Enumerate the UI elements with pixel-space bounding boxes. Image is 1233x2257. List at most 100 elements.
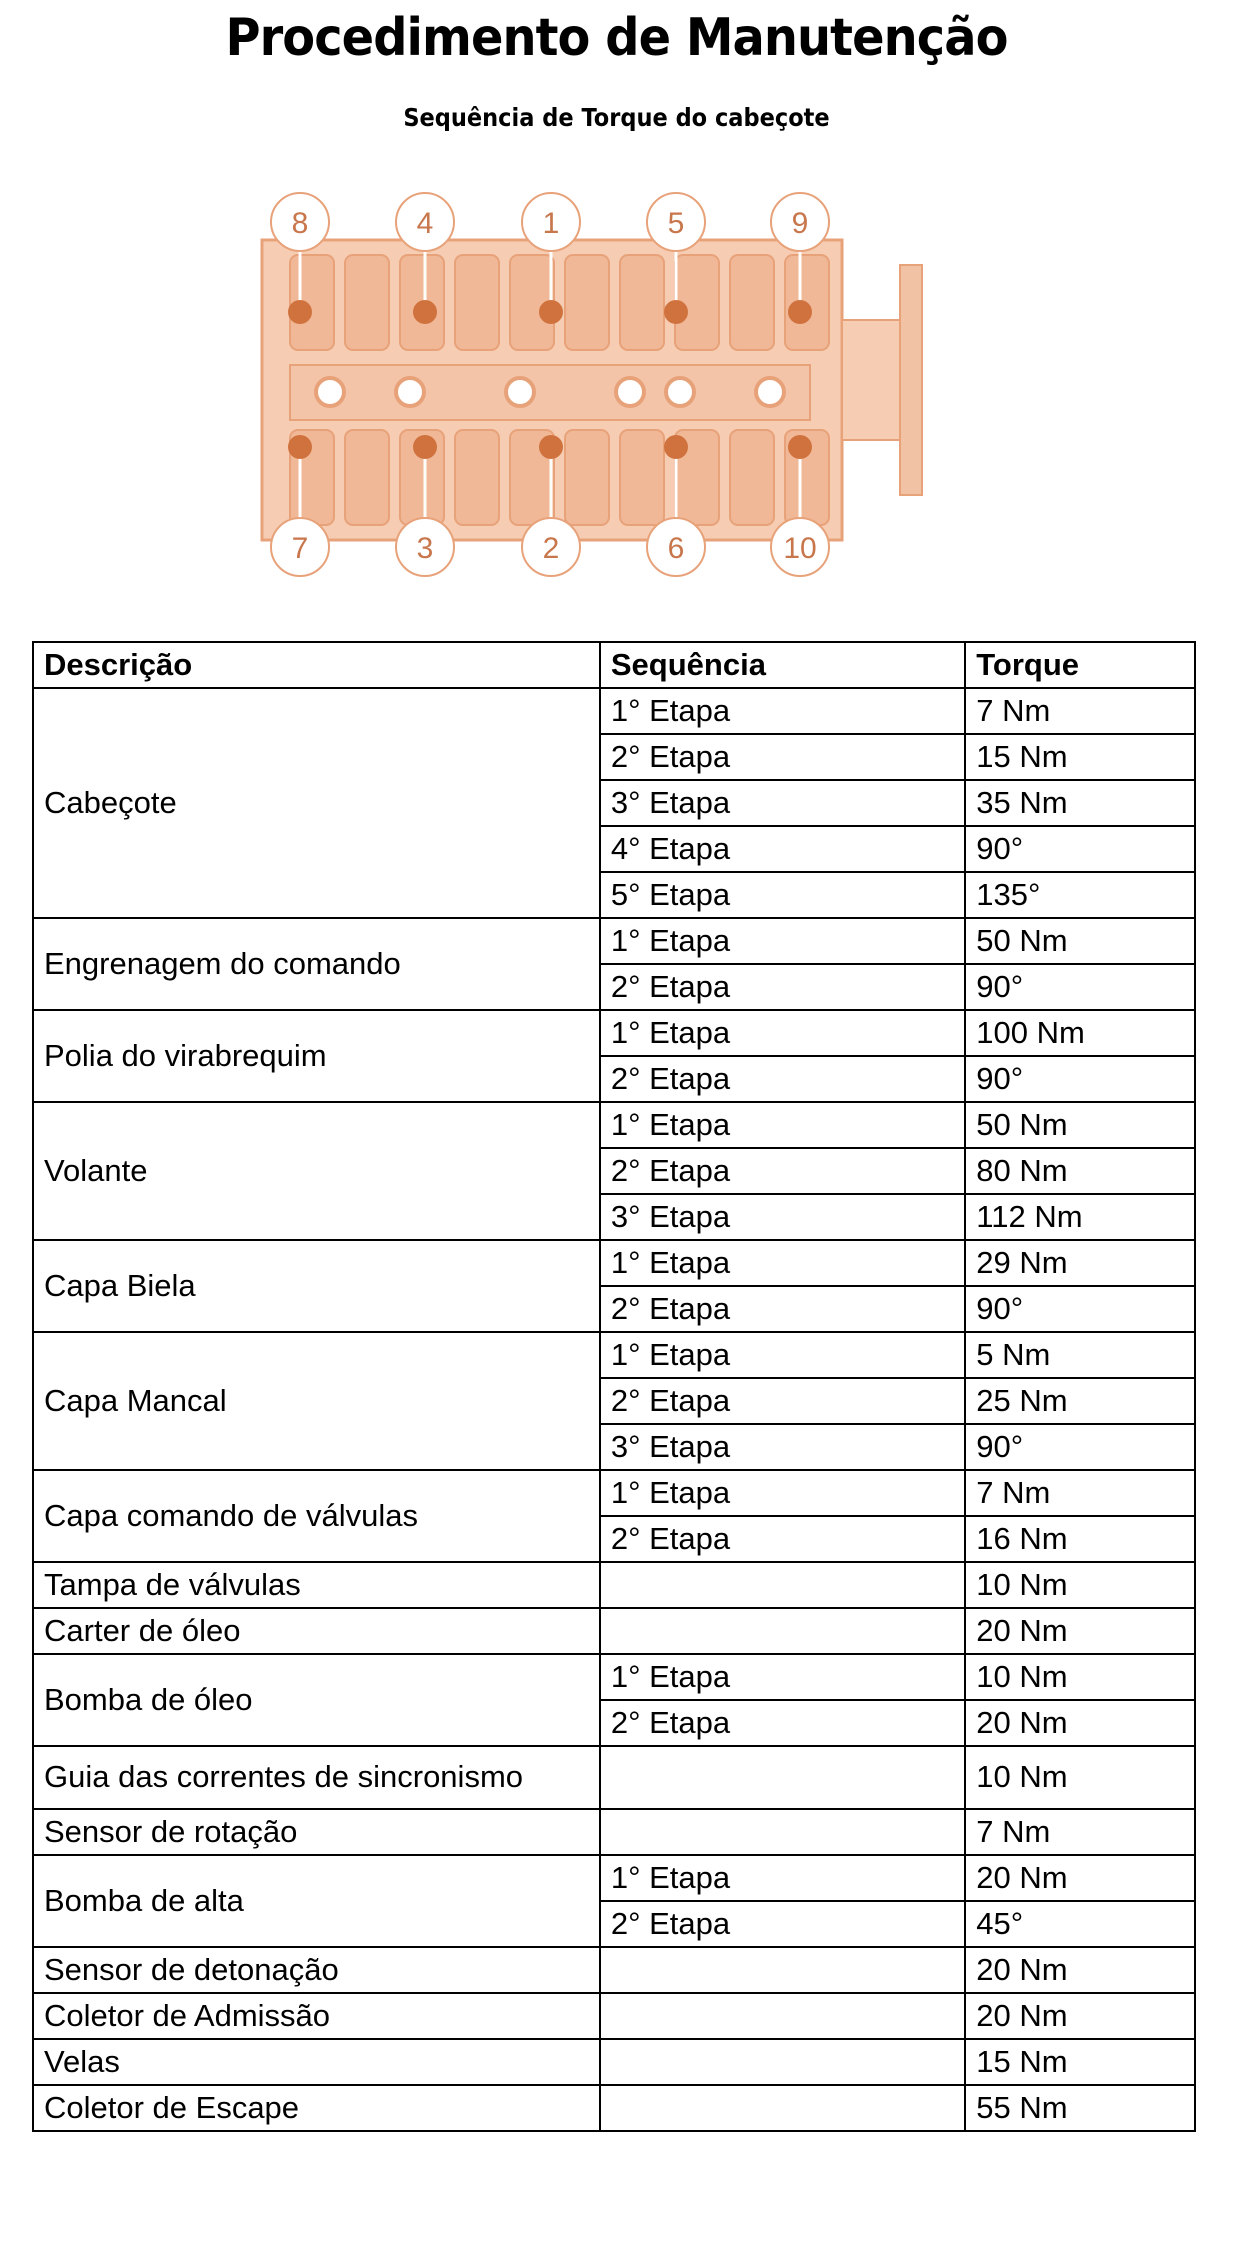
torque-cell: 90° bbox=[964, 1055, 1196, 1103]
sequence-cell: 1° Etapa bbox=[598, 917, 967, 965]
bolt-4 bbox=[413, 300, 437, 324]
header-torque: Torque bbox=[964, 641, 1196, 689]
description-cell: Coletor de Escape bbox=[32, 2084, 601, 2132]
table-row: Tampa de válvulas 10 Nm bbox=[32, 1561, 1196, 1609]
sequence-number: 1 bbox=[543, 207, 560, 240]
torque-cell: 15 Nm bbox=[964, 733, 1196, 781]
plug-hole bbox=[614, 376, 646, 408]
sequence-circle bbox=[395, 517, 455, 577]
sequence-number: 4 bbox=[417, 207, 434, 240]
sequence-cell bbox=[598, 1561, 967, 1609]
table-row: Velas 15 Nm bbox=[32, 2038, 1196, 2086]
torque-cell: 15 Nm bbox=[964, 2038, 1196, 2086]
sequence-number: 7 bbox=[292, 532, 309, 565]
bolt-3 bbox=[413, 435, 437, 459]
cylinder-head-torque-diagram: 8 4 1 5 9 7 3 2 6 10 bbox=[260, 192, 923, 577]
sequence-number: 3 bbox=[417, 532, 434, 565]
bolt-9 bbox=[788, 300, 812, 324]
cam-cap bbox=[454, 254, 500, 351]
sequence-number: 5 bbox=[668, 207, 685, 240]
sequence-cell: 3° Etapa bbox=[598, 1193, 967, 1241]
table-row: 2° Etapa 20 Nm bbox=[33, 1699, 1196, 1747]
table-row: 2° Etapa 16 Nm bbox=[33, 1515, 1196, 1563]
sequence-circle bbox=[270, 192, 330, 252]
plug-hole bbox=[314, 376, 346, 408]
description-cell: Bomba de óleo bbox=[32, 1653, 601, 1747]
table-row: 3° Etapa 35 Nm bbox=[33, 779, 1196, 827]
page-subtitle: Sequência de Torque do cabeçote bbox=[403, 103, 830, 132]
torque-cell: 29 Nm bbox=[964, 1239, 1196, 1287]
sequence-cell: 3° Etapa bbox=[598, 779, 967, 827]
table-row: 5° Etapa 135° bbox=[33, 871, 1196, 919]
table-row: 4° Etapa 90° bbox=[33, 825, 1196, 873]
table-row: Capa Biela 1° Etapa 29 Nm bbox=[32, 1239, 1196, 1333]
table-row: Capa Mancal 1° Etapa 5 Nm bbox=[32, 1331, 1196, 1471]
description-cell: Velas bbox=[32, 2038, 601, 2086]
sequence-circle bbox=[770, 517, 830, 577]
torque-cell: 100 Nm bbox=[964, 1009, 1196, 1057]
head-pipe bbox=[899, 264, 923, 496]
sequence-cell: 1° Etapa bbox=[598, 1854, 967, 1902]
description-cell: Engrenagem do comando bbox=[32, 917, 601, 1011]
sequence-cell: 1° Etapa bbox=[598, 1469, 967, 1517]
sequence-number: 9 bbox=[792, 207, 809, 240]
torque-cell: 16 Nm bbox=[964, 1515, 1196, 1563]
plug-hole bbox=[394, 376, 426, 408]
bolt-8 bbox=[288, 300, 312, 324]
description-cell: Capa comando de válvulas bbox=[32, 1469, 601, 1563]
torque-cell: 55 Nm bbox=[964, 2084, 1196, 2132]
center-gallery bbox=[289, 364, 811, 421]
sequence-cell: 2° Etapa bbox=[598, 1699, 967, 1747]
sequence-cell: 2° Etapa bbox=[598, 1055, 967, 1103]
description-cell: Sensor de detonação bbox=[32, 1946, 601, 1994]
torque-cell: 5 Nm bbox=[964, 1331, 1196, 1379]
table-row: Carter de óleo 20 Nm bbox=[32, 1607, 1196, 1655]
torque-cell: 7 Nm bbox=[964, 1808, 1196, 1856]
cam-cap bbox=[619, 429, 665, 526]
bolt-5 bbox=[664, 300, 688, 324]
sequence-cell: 1° Etapa bbox=[598, 1653, 967, 1701]
table-row: 3° Etapa 112 Nm bbox=[33, 1193, 1196, 1241]
torque-cell: 90° bbox=[964, 963, 1196, 1011]
table-row: 2° Etapa 25 Nm bbox=[33, 1377, 1196, 1425]
torque-cell: 10 Nm bbox=[964, 1745, 1196, 1810]
sequence-circle bbox=[770, 192, 830, 252]
table-row: 3° Etapa 90° bbox=[33, 1423, 1196, 1471]
table-row: Bomba de alta 1° Etapa 20 Nm bbox=[32, 1854, 1196, 1948]
table-row: Engrenagem do comando 1° Etapa 50 Nm bbox=[32, 917, 1196, 1011]
table-header-row: Descrição Sequência Torque bbox=[32, 641, 1196, 689]
table-row: 2° Etapa 90° bbox=[33, 1285, 1196, 1333]
page-title: Procedimento de Manutenção bbox=[225, 8, 1008, 68]
cam-cap bbox=[729, 254, 775, 351]
description-cell: Tampa de válvulas bbox=[32, 1561, 601, 1609]
sequence-cell: 2° Etapa bbox=[598, 1900, 967, 1948]
bolt-7 bbox=[288, 435, 312, 459]
sequence-cell: 2° Etapa bbox=[598, 1377, 967, 1425]
sequence-cell: 3° Etapa bbox=[598, 1423, 967, 1471]
description-cell: Bomba de alta bbox=[32, 1854, 601, 1948]
table-row: 2° Etapa 45° bbox=[33, 1900, 1196, 1948]
bolt-10 bbox=[788, 435, 812, 459]
torque-cell: 135° bbox=[964, 871, 1196, 919]
torque-cell: 90° bbox=[964, 1423, 1196, 1471]
sequence-cell bbox=[598, 2084, 967, 2132]
plug-hole bbox=[504, 376, 536, 408]
torque-cell: 10 Nm bbox=[964, 1653, 1196, 1701]
cam-cap bbox=[344, 254, 390, 351]
description-cell: Capa Mancal bbox=[32, 1331, 601, 1471]
sequence-cell: 2° Etapa bbox=[598, 1147, 967, 1195]
cam-cap bbox=[454, 429, 500, 526]
sequence-cell: 5° Etapa bbox=[598, 871, 967, 919]
torque-cell: 20 Nm bbox=[964, 1946, 1196, 1994]
sequence-cell: 1° Etapa bbox=[598, 1331, 967, 1379]
sequence-cell: 2° Etapa bbox=[598, 1285, 967, 1333]
torque-cell: 35 Nm bbox=[964, 779, 1196, 827]
torque-cell: 25 Nm bbox=[964, 1377, 1196, 1425]
table-row: Capa comando de válvulas 1° Etapa 7 Nm bbox=[32, 1469, 1196, 1563]
description-cell: Coletor de Admissão bbox=[32, 1992, 601, 2040]
table-row: 2° Etapa 90° bbox=[33, 963, 1196, 1011]
torque-cell: 20 Nm bbox=[964, 1992, 1196, 2040]
sequence-circle bbox=[395, 192, 455, 252]
torque-cell: 50 Nm bbox=[964, 917, 1196, 965]
torque-cell: 80 Nm bbox=[964, 1147, 1196, 1195]
